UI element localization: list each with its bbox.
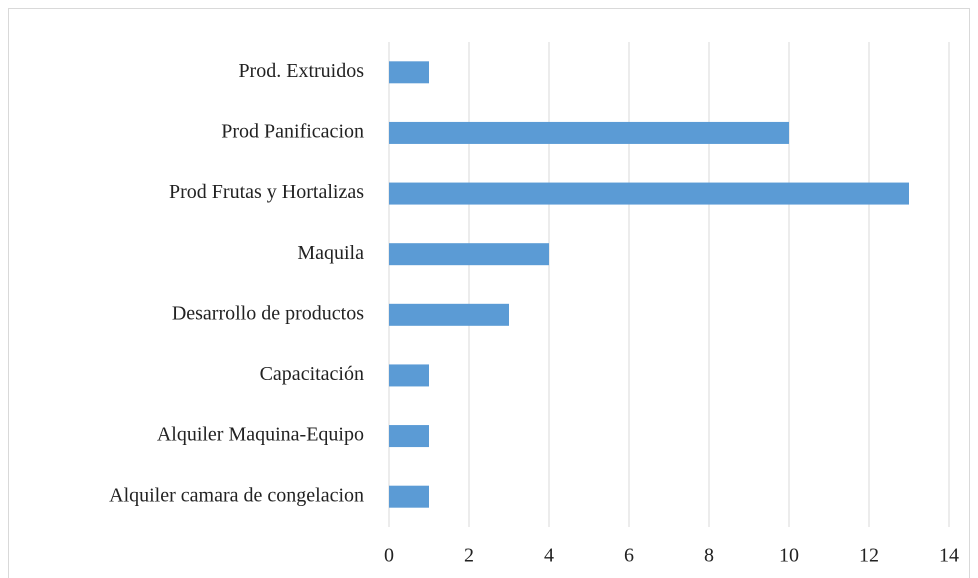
bar [389,243,549,266]
bar [389,303,509,326]
x-tick-label: 0 [384,545,394,567]
y-tick-label: Desarrollo de productos [172,302,364,324]
y-tick-label: Maquila [297,242,364,264]
y-tick-label: Capacitación [260,363,364,385]
y-tick-label: Alquiler camara de congelacion [109,484,364,506]
x-tick-label: 12 [859,545,879,567]
y-tick-label: Prod. Extruidos [238,60,364,82]
y-tick-label: Prod Frutas y Hortalizas [169,181,364,203]
bar [389,121,789,144]
bar [389,61,429,84]
x-tick-label: 2 [464,545,474,567]
x-tick-label: 10 [779,545,799,567]
y-tick-label: Prod Panificacion [221,121,364,143]
bar [389,425,429,448]
x-tick-label: 6 [624,545,634,567]
bar [389,485,429,508]
x-tick-label: 8 [704,545,714,567]
chart-border [8,8,970,578]
bar [389,182,909,205]
y-tick-label: Alquiler Maquina-Equipo [157,424,364,446]
x-tick-label: 14 [939,545,959,567]
x-tick-label: 4 [544,545,554,567]
bar [389,364,429,387]
